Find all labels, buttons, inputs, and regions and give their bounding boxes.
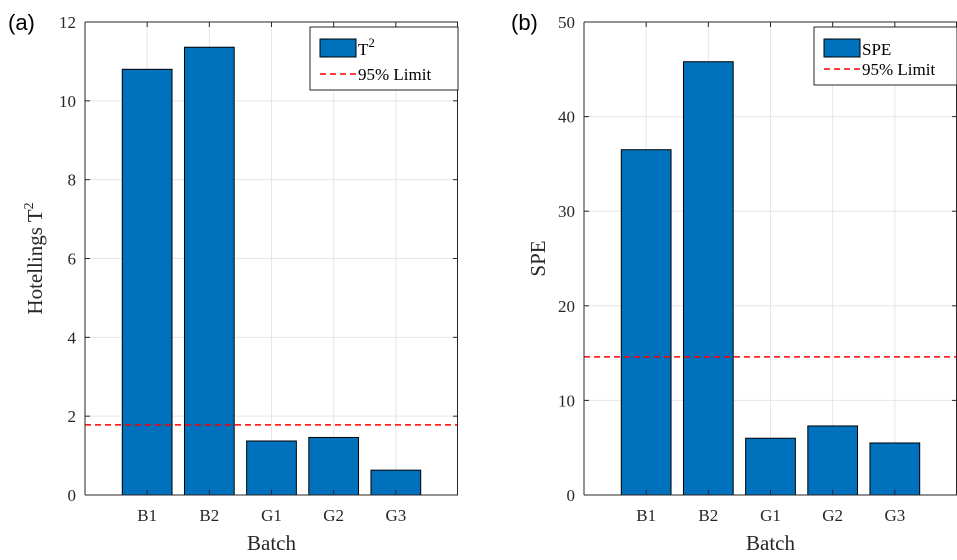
- y-tick-label: 2: [68, 407, 77, 426]
- y-axis-label-superscript: 2: [22, 202, 37, 209]
- legend-label-bar: T2: [358, 35, 375, 59]
- legend-label-limit: 95% Limit: [862, 60, 935, 79]
- y-tick-label: 30: [558, 202, 575, 221]
- x-axis-label: Batch: [247, 531, 296, 555]
- x-tick-label: B2: [199, 506, 219, 525]
- bar-g1: [246, 440, 297, 496]
- y-tick-label: 8: [68, 171, 77, 190]
- legend-box: [309, 26, 459, 91]
- x-tick-label: B1: [137, 506, 157, 525]
- y-axis-label-main: SPE: [526, 240, 550, 276]
- panel-a-tag: (a): [8, 10, 35, 35]
- bar-g1: [745, 437, 796, 496]
- bar-b2: [682, 61, 734, 496]
- legend: T2 95% Limit: [309, 26, 459, 91]
- x-tick-label: G3: [884, 506, 905, 525]
- bar-b1: [121, 68, 173, 496]
- y-axis-label: SPE: [526, 240, 550, 276]
- y-tick-label: 6: [68, 250, 77, 269]
- x-tick-label: G2: [323, 506, 344, 525]
- y-tick-label: 0: [567, 486, 576, 505]
- bar-b2: [183, 46, 235, 496]
- legend-label-limit: 95% Limit: [358, 65, 431, 84]
- y-tick-label: 10: [558, 391, 575, 410]
- y-axis-label: Hotellings T2: [22, 202, 47, 314]
- legend-swatch-bar: [319, 38, 357, 58]
- x-tick-label: B1: [636, 506, 656, 525]
- y-tick-label: 0: [68, 486, 77, 505]
- y-tick-label: 20: [558, 297, 575, 316]
- y-tick-label: 4: [68, 328, 77, 347]
- bar-g2: [308, 436, 360, 496]
- x-tick-label: G2: [822, 506, 843, 525]
- y-tick-label: 12: [59, 13, 76, 32]
- legend-label-bar-superscript: 2: [368, 35, 375, 50]
- bar-g3: [869, 442, 921, 496]
- x-tick-label: B2: [698, 506, 718, 525]
- x-axis-label: Batch: [746, 531, 795, 555]
- legend-label-bar-main: T: [358, 40, 369, 59]
- x-tick-label: G1: [261, 506, 282, 525]
- bar-b1: [620, 149, 672, 496]
- legend-label-bar: SPE: [862, 40, 891, 59]
- panel-b-tag: (b): [511, 10, 538, 35]
- y-tick-label: 10: [59, 92, 76, 111]
- bar-g2: [807, 425, 859, 496]
- x-tick-label: G1: [760, 506, 781, 525]
- legend-label-bar-main: SPE: [862, 40, 891, 59]
- legend-swatch-bar: [823, 38, 861, 58]
- y-axis-label-main: Hotellings T: [23, 209, 47, 314]
- y-tick-label: 50: [558, 13, 575, 32]
- y-tick-label: 40: [558, 108, 575, 127]
- x-tick-label: G3: [385, 506, 406, 525]
